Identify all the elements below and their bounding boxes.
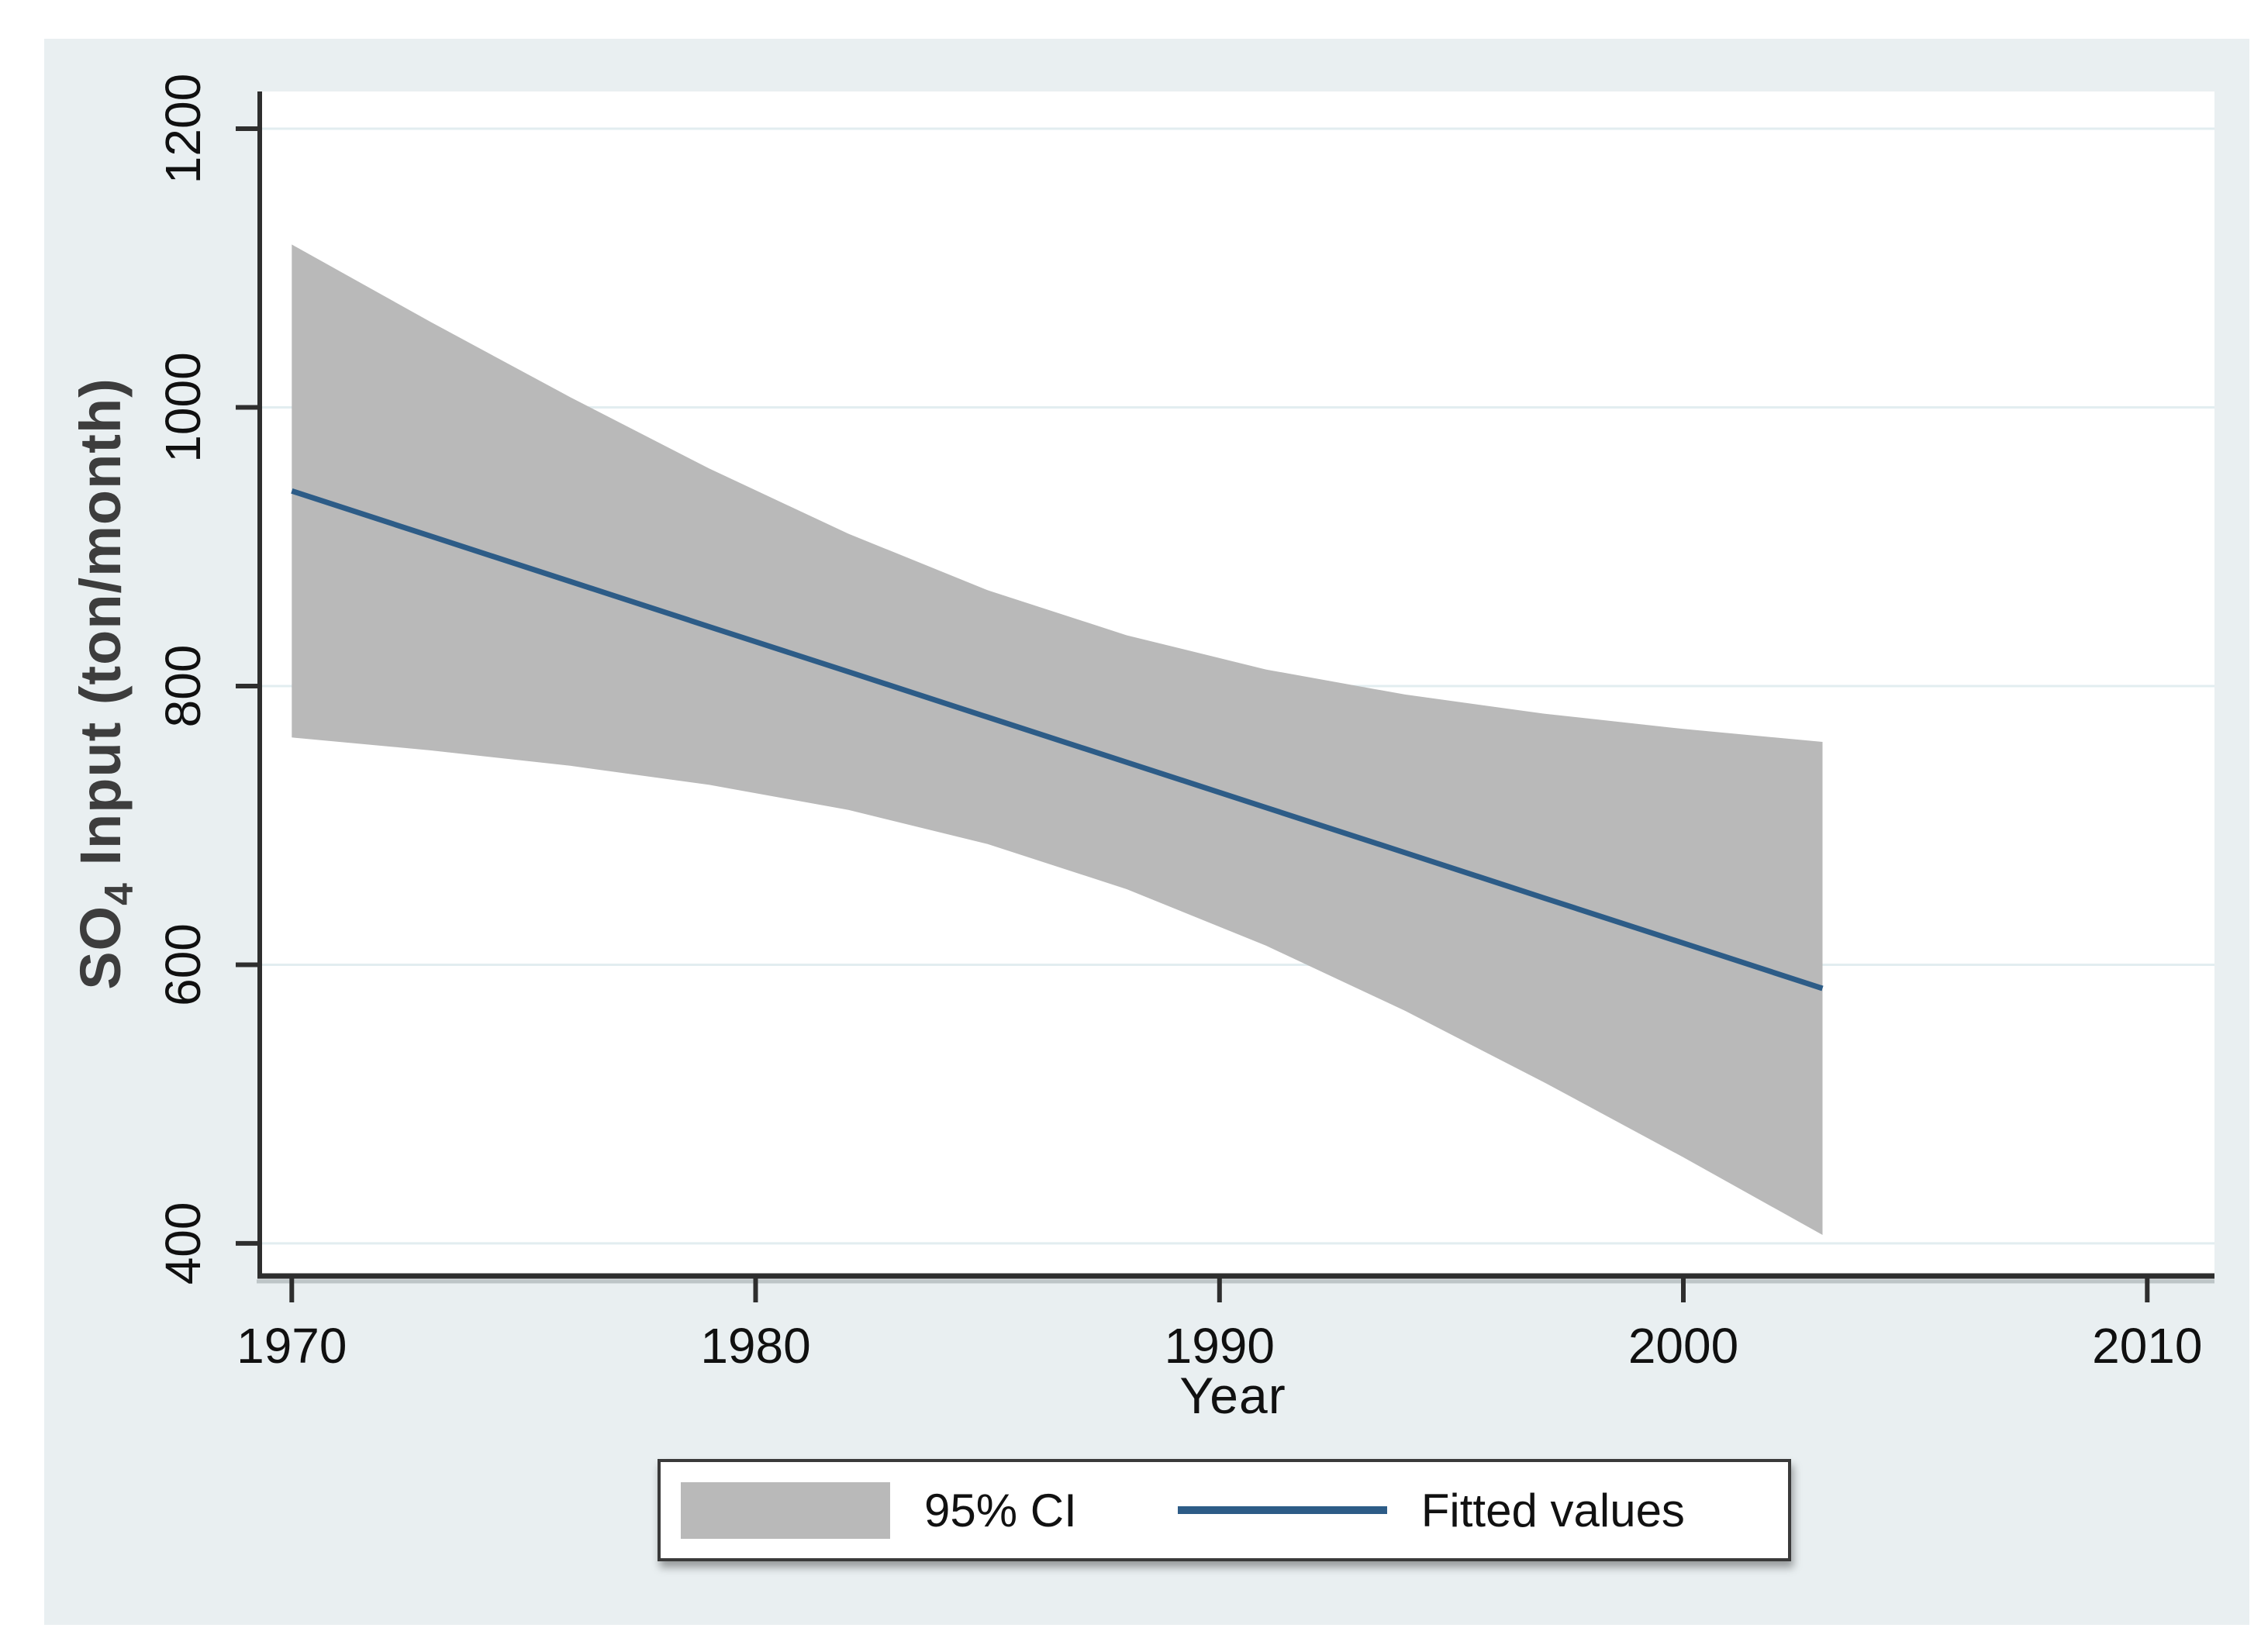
ci-band-legend-swatch [681,1481,890,1539]
y-axis-title: SO4 Input (ton/month) [67,378,142,990]
y-axis-title-prefix: SO [68,905,133,990]
legend-box: 95% CI Fitted values [658,1459,1791,1561]
fitted-line-legend-key [1177,1506,1387,1514]
y-tick-label: 1200 [155,74,211,184]
ci-legend-label: 95% CI [924,1484,1077,1536]
x-tick-label: 1990 [1165,1318,1275,1374]
x-axis-title: Year [1179,1367,1286,1424]
y-axis-title-subscript: 4 [95,882,141,905]
x-tick-label: 2010 [2092,1318,2202,1374]
y-tick-label: 400 [155,1202,211,1285]
x-tick-label: 2000 [1628,1318,1738,1374]
y-tick-label: 600 [155,923,211,1006]
x-tick-label: 1980 [700,1318,810,1374]
y-tick-label: 800 [155,645,211,728]
y-axis-title-suffix: Input (ton/month) [68,378,133,883]
fitted-legend-label: Fitted values [1420,1484,1685,1536]
fitted-line [291,488,1824,992]
y-tick-label: 1000 [155,352,211,462]
x-tick-label: 1970 [236,1318,347,1374]
